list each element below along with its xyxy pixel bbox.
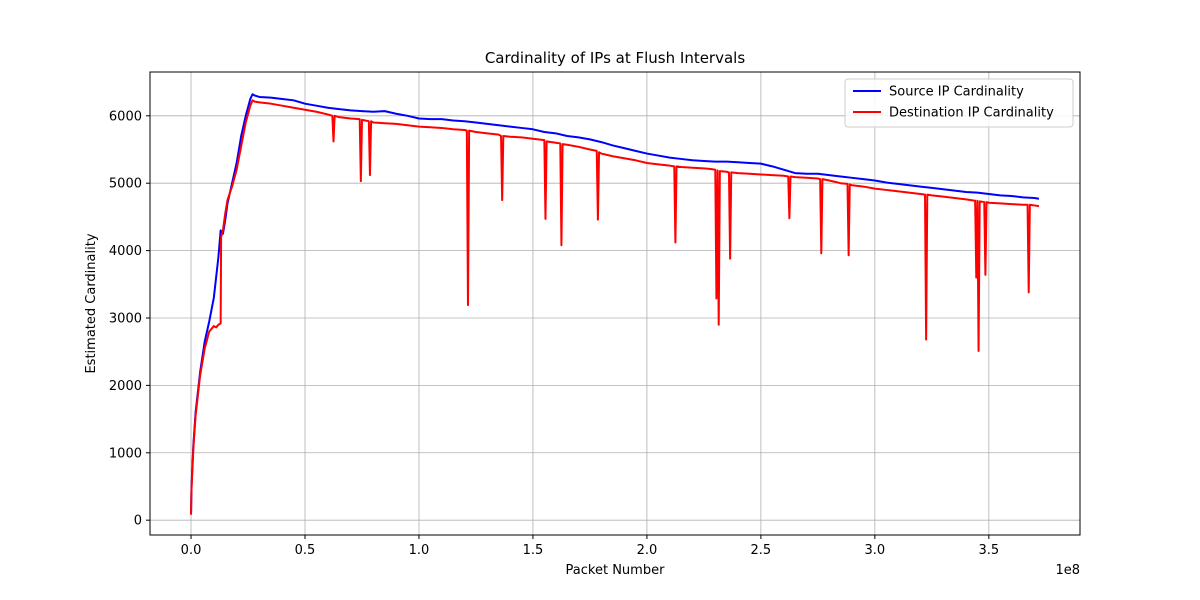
chart-title: Cardinality of IPs at Flush Intervals <box>485 49 746 67</box>
y-tick-label: 0 <box>134 514 142 529</box>
legend-label-source: Source IP Cardinality <box>889 85 1024 100</box>
axis-ticks: 0.0 0.5 1.0 1.5 2.0 2.5 3.0 3.5 0 1000 2000 3000 400… <box>109 109 999 558</box>
x-tick-label: 1.0 <box>409 543 430 558</box>
y-tick-label: 3000 <box>109 311 142 326</box>
series-line-source <box>190 93 1040 514</box>
y-axis-label: Estimated Cardinality <box>84 233 99 373</box>
x-tick-label: 3.0 <box>865 543 886 558</box>
legend: Source IP Cardinality Destination IP Car… <box>844 78 1074 128</box>
x-tick-label: 2.0 <box>637 543 658 558</box>
x-axis-offset-label: 1e8 <box>1055 563 1080 578</box>
series-lines <box>190 93 1040 515</box>
x-tick-label: 1.5 <box>523 543 544 558</box>
grid-lines <box>150 72 1080 535</box>
x-tick-label: 2.5 <box>751 543 772 558</box>
x-tick-label: 3.5 <box>978 543 999 558</box>
y-tick-label: 4000 <box>109 244 142 259</box>
series-line-destination <box>190 99 1040 515</box>
x-tick-label: 0.0 <box>181 543 202 558</box>
y-tick-label: 6000 <box>109 109 142 124</box>
y-tick-label: 5000 <box>109 177 142 192</box>
legend-box <box>844 78 1074 128</box>
y-tick-label: 2000 <box>109 379 142 394</box>
y-tick-label: 1000 <box>109 446 142 461</box>
plot-frame <box>149 71 1081 536</box>
x-tick-label: 0.5 <box>295 543 316 558</box>
legend-label-destination: Destination IP Cardinality <box>889 106 1054 121</box>
x-axis-label: Packet Number <box>566 563 666 578</box>
